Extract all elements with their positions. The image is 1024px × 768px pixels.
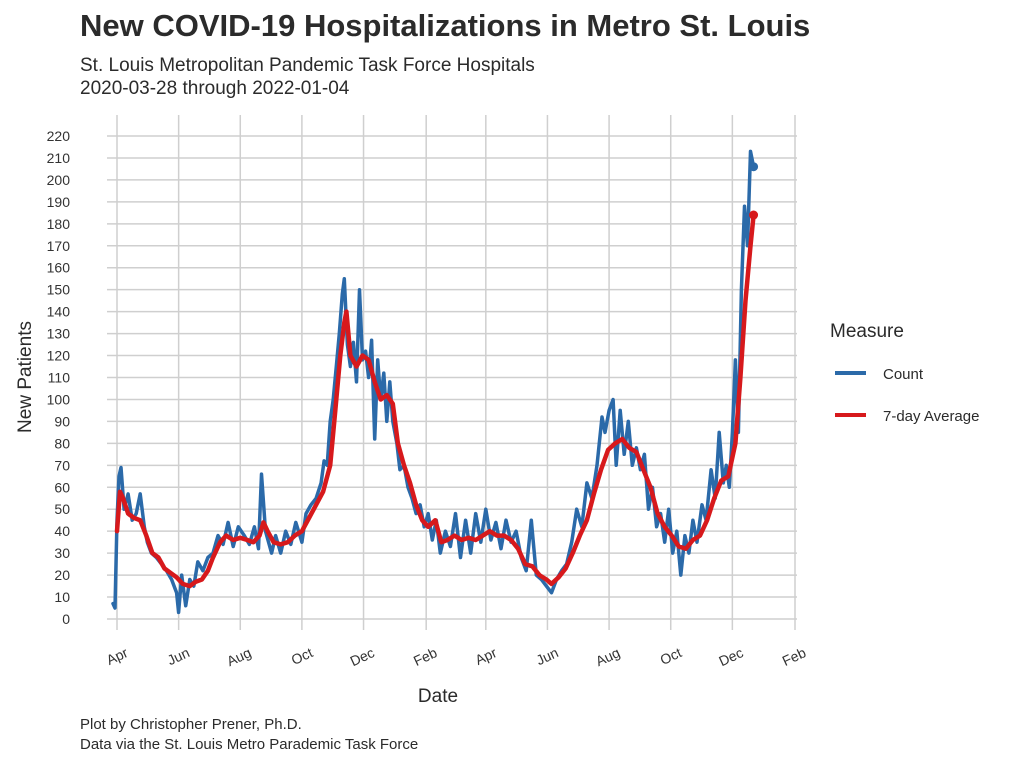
chart-subtitle-line-2: 2020-03-28 through 2022-01-04 [80, 78, 350, 99]
y-tick-label-150: 150 [47, 282, 71, 298]
y-tick-label-50: 50 [54, 501, 70, 517]
y-axis-ticks: 0 10 20 30 40 50 60 70 80 90 100 110 120 130 140 150 160… [47, 128, 71, 627]
chart-title: New COVID-19 Hospitalizations in Metro S… [80, 8, 811, 43]
y-tick-label-140: 140 [47, 304, 71, 320]
y-tick-label-200: 200 [47, 172, 71, 188]
x-tick-label-jun-7: Jun [533, 644, 560, 668]
y-tick-label-90: 90 [54, 413, 70, 429]
y-tick-label-190: 190 [47, 194, 71, 210]
x-tick-label-aug-8: Aug [593, 644, 622, 669]
y-tick-label-180: 180 [47, 216, 71, 232]
x-tick-label-dec-10: Dec [716, 644, 745, 669]
legend-title: Measure [830, 321, 904, 342]
series-endpoint-7-day-average [749, 210, 759, 220]
y-tick-label-100: 100 [47, 391, 71, 407]
x-tick-label-feb-5: Feb [411, 644, 440, 669]
series-line-count [111, 149, 756, 615]
x-tick-label-oct-9: Oct [657, 644, 684, 668]
y-tick-label-110: 110 [48, 370, 71, 386]
legend: Measure Count 7-day Average [830, 321, 979, 425]
legend-label-count: Count [883, 366, 924, 383]
caption-author: Plot by Christopher Prener, Ph.D. [80, 716, 302, 733]
x-tick-label-aug-2: Aug [224, 644, 253, 669]
caption-source: Data via the St. Louis Metro Parademic T… [80, 736, 419, 753]
y-tick-label-70: 70 [54, 457, 70, 473]
series-endpoint-count [749, 162, 759, 172]
series-line-7-day-average [114, 212, 756, 589]
grid [107, 115, 797, 630]
legend-label-7-day-average: 7-day Average [883, 408, 979, 425]
y-tick-label-220: 220 [47, 128, 71, 144]
y-axis-title: New Patients [15, 321, 36, 433]
y-tick-label-80: 80 [54, 435, 70, 451]
chart-subtitle-line-1: St. Louis Metropolitan Pandemic Task For… [80, 55, 535, 76]
x-tick-label-apr-0: Apr [104, 644, 131, 668]
x-tick-label-dec-4: Dec [347, 644, 376, 669]
series-layer [111, 149, 759, 615]
x-tick-label-feb-11: Feb [780, 644, 809, 669]
y-tick-label-30: 30 [54, 545, 70, 561]
y-tick-label-120: 120 [47, 348, 71, 364]
y-tick-label-20: 20 [54, 567, 70, 583]
y-tick-label-160: 160 [47, 260, 71, 276]
y-tick-label-210: 210 [47, 150, 71, 166]
x-tick-label-oct-3: Oct [289, 644, 316, 668]
y-tick-label-0: 0 [62, 611, 70, 627]
y-tick-label-170: 170 [47, 238, 71, 254]
y-tick-label-10: 10 [54, 589, 70, 605]
y-tick-label-130: 130 [47, 326, 71, 342]
x-tick-label-jun-1: Jun [165, 644, 192, 668]
x-axis-ticks: Apr Jun Aug Oct Dec Feb Apr Jun Aug Oct Dec Feb [104, 644, 809, 669]
x-tick-label-apr-6: Apr [473, 644, 500, 668]
x-axis-title: Date [418, 686, 458, 707]
y-tick-label-40: 40 [54, 523, 70, 539]
y-tick-label-60: 60 [54, 479, 70, 495]
